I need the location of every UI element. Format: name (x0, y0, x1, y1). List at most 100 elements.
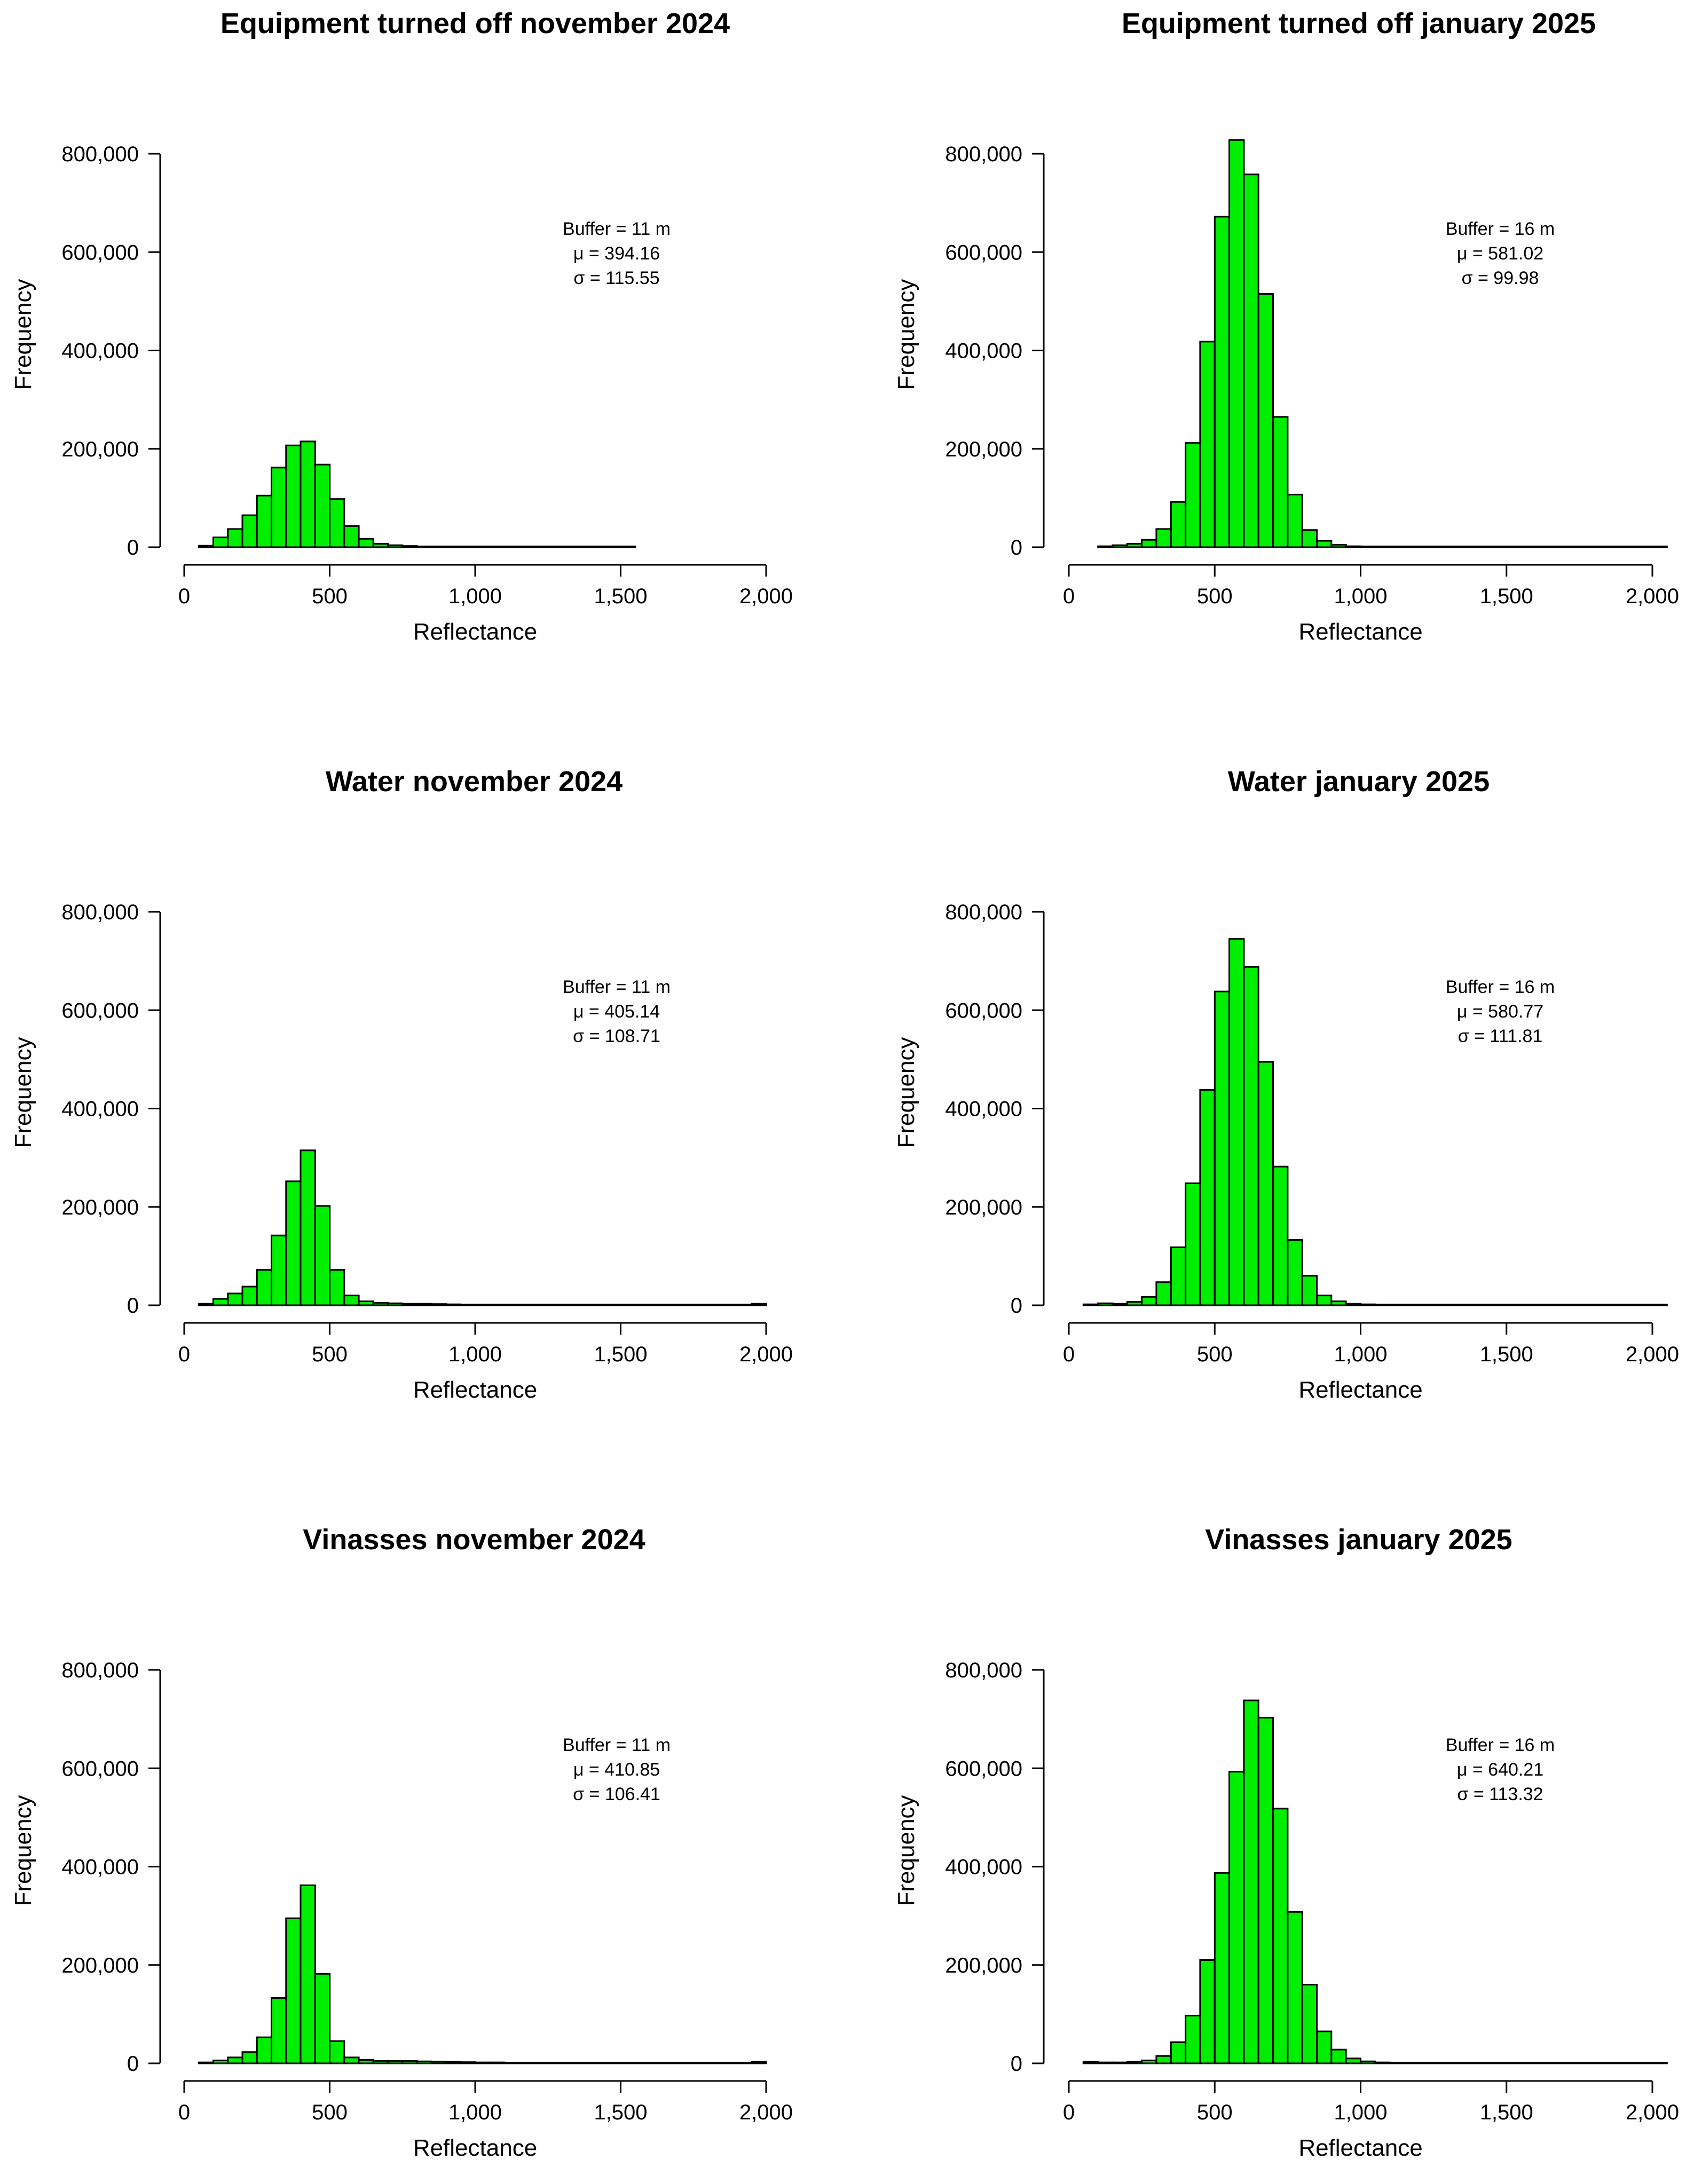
x-tick-label: 1,500 (1480, 585, 1533, 608)
histogram-bar (1097, 1302, 1114, 1306)
y-tick-label: 0 (1011, 2052, 1022, 2076)
histogram-bar (1432, 2062, 1449, 2064)
histogram-bar (605, 2062, 622, 2064)
histogram-bar (460, 546, 476, 548)
histogram-bar (1330, 1300, 1347, 1306)
histogram-bar (562, 546, 578, 548)
x-tick-label: 1,000 (1334, 1343, 1387, 1366)
x-tick-label: 500 (1197, 1343, 1233, 1366)
histogram-bar (1564, 2062, 1580, 2064)
histogram-bar (1170, 1246, 1187, 1306)
histogram-bar (1243, 174, 1259, 548)
histogram-bar (1418, 2062, 1435, 2064)
x-tick-label: 0 (178, 2101, 190, 2124)
histogram-bar (1447, 2062, 1464, 2064)
y-tick-label: 800,000 (945, 901, 1022, 924)
histogram-bar (1170, 501, 1187, 548)
histogram-bar (678, 1304, 695, 1306)
histogram-bar (649, 2062, 665, 2064)
histogram-bar (343, 1295, 360, 1306)
buffer-annotation: Buffer = 16 m (1446, 977, 1555, 997)
histogram-bar (1462, 2062, 1478, 2064)
histogram-bar (1622, 2062, 1639, 2064)
histogram-bar (751, 2061, 767, 2064)
histogram-bar (1301, 529, 1318, 548)
histogram-bar (314, 1205, 331, 1306)
histogram-bar (1228, 1771, 1245, 2064)
histogram-bar (198, 545, 215, 548)
histogram-bar (518, 1304, 534, 1306)
y-tick-label: 600,000 (945, 999, 1022, 1022)
x-axis-label: Reflectance (1298, 619, 1422, 645)
x-tick-label: 0 (1063, 2101, 1075, 2124)
histogram-bar (532, 546, 549, 548)
histogram-bar (1476, 1304, 1493, 1306)
x-tick-label: 1,000 (448, 585, 502, 608)
histogram-bars (198, 1149, 767, 1306)
histogram-bar (1447, 1304, 1464, 1306)
histogram-bar (343, 525, 360, 548)
chart-title: Water november 2024 (326, 766, 623, 798)
histogram-bar (198, 2061, 215, 2064)
histogram-bar (532, 1304, 549, 1306)
histogram-bar (518, 546, 534, 548)
histogram-bar (562, 1304, 578, 1306)
x-tick-label: 1,000 (1334, 2101, 1387, 2124)
histogram-bar (300, 1885, 316, 2064)
histogram-bar (285, 1917, 302, 2064)
histogram-bar (1578, 2062, 1595, 2064)
histogram-bar (1155, 2055, 1172, 2064)
y-tick-label: 400,000 (945, 340, 1022, 363)
histogram-bar (1564, 1304, 1580, 1306)
histogram-bar (1534, 546, 1551, 548)
histogram-bar (1155, 1281, 1172, 1306)
histogram-bar (1534, 2062, 1551, 2064)
histogram-bar (1097, 2061, 1114, 2064)
histogram-bar (1185, 2015, 1201, 2064)
histogram-bar (1112, 2061, 1128, 2064)
histogram-bar (1301, 1984, 1318, 2064)
y-tick-label: 400,000 (61, 1856, 139, 1879)
histogram-bar (649, 1304, 665, 1306)
histogram-bar (1287, 493, 1303, 548)
histogram-panel-2: Equipment turned off january 2025 0 200,00… (893, 7, 1679, 645)
histogram-bar (1345, 545, 1361, 548)
histogram-panel-4: Water january 2025 0 200,000 400,000 600,000… (893, 766, 1679, 1403)
histogram-bar (372, 2060, 389, 2064)
histogram-bar (1432, 1304, 1449, 1306)
histogram-bar (692, 2062, 709, 2064)
histogram-panel-1: Equipment turned off november 2024 0 200,0… (10, 7, 793, 645)
x-tick-label: 500 (312, 2101, 348, 2124)
x-tick-label: 1,000 (448, 2101, 502, 2124)
mean-annotation: μ = 405.14 (573, 1002, 660, 1022)
histogram-bar (358, 1300, 374, 1306)
x-tick-label: 2,000 (1626, 585, 1679, 608)
histogram-bar (707, 2062, 723, 2064)
x-tick-label: 2,000 (739, 585, 793, 608)
x-tick-label: 0 (178, 585, 190, 608)
histogram-bar (1608, 2062, 1624, 2064)
histogram-bar (430, 1303, 447, 1306)
histogram-bar (1520, 2062, 1537, 2064)
histogram-panel-3: Water november 2024 0 200,000 400,000 600,00… (10, 766, 793, 1403)
histogram-bar (387, 544, 404, 548)
y-tick-label: 200,000 (945, 1954, 1022, 1977)
histogram-bar (358, 2059, 374, 2064)
histogram-bar (1199, 1959, 1216, 2064)
histogram-bar (518, 2062, 534, 2064)
histogram-bar (1257, 1061, 1274, 1306)
histogram-bar (1578, 1304, 1595, 1306)
sd-annotation: σ = 108.71 (573, 1026, 660, 1046)
y-tick-label: 800,000 (61, 1659, 139, 1682)
y-tick-label: 200,000 (945, 438, 1022, 461)
histogram-bar (1418, 1304, 1435, 1306)
histogram-bar (212, 1298, 229, 1306)
histogram-bar (590, 1304, 607, 1306)
x-tick-label: 500 (312, 585, 348, 608)
histogram-bar (576, 546, 593, 548)
buffer-annotation: Buffer = 11 m (563, 977, 671, 997)
histogram-bar (401, 2060, 418, 2064)
histogram-bar (1506, 546, 1522, 548)
x-tick-label: 1,500 (594, 585, 647, 608)
histogram-bar (503, 2062, 520, 2064)
